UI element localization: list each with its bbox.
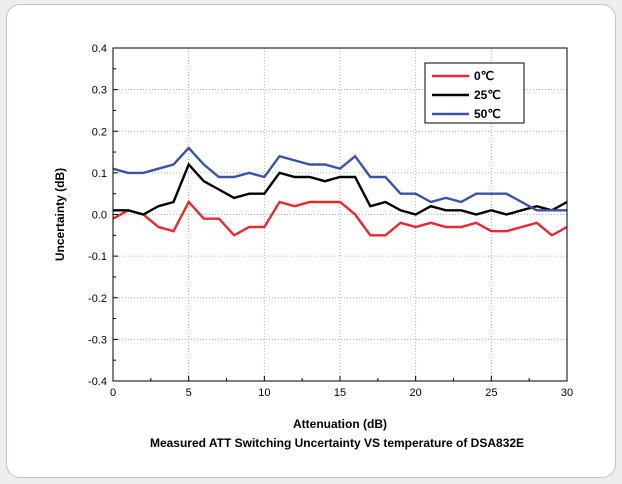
y-tick-label: -0.2 bbox=[88, 293, 107, 305]
series-line bbox=[112, 199, 568, 237]
x-tick-label: 5 bbox=[186, 387, 192, 399]
y-tick-label: 0.0 bbox=[92, 210, 107, 222]
x-tick-label: 0 bbox=[110, 387, 116, 399]
legend-label: 0℃ bbox=[474, 69, 494, 83]
y-axis-label: Uncertainty (dB) bbox=[53, 168, 67, 261]
legend-label: 25℃ bbox=[474, 88, 501, 102]
legend: 0℃ 25℃ 50℃ bbox=[424, 62, 525, 124]
y-tick-label: 0.1 bbox=[92, 168, 107, 180]
axis-ticks: 0 5 10 15 20 25 30 0.4 0.3 0.2 0.1 0.0 -0.1 -0.2 -0.3 -… bbox=[88, 43, 573, 399]
x-tick-label: 10 bbox=[258, 387, 270, 399]
x-tick-label: 30 bbox=[561, 387, 573, 399]
series-line bbox=[113, 162, 568, 216]
series-lines bbox=[112, 146, 568, 237]
series-line bbox=[112, 146, 567, 212]
x-tick-label: 15 bbox=[334, 387, 346, 399]
chart-caption: Measured ATT Switching Uncertainty VS te… bbox=[150, 436, 524, 450]
grid-lines bbox=[113, 48, 567, 381]
x-tick-label: 20 bbox=[410, 387, 422, 399]
legend-label: 50℃ bbox=[474, 107, 501, 121]
y-tick-label: -0.4 bbox=[88, 376, 107, 388]
y-tick-label: 0.2 bbox=[92, 126, 107, 138]
y-tick-label: 0.3 bbox=[92, 85, 107, 97]
y-tick-label: -0.1 bbox=[88, 251, 107, 263]
x-tick-label: 25 bbox=[485, 387, 497, 399]
x-axis-label: Attenuation (dB) bbox=[293, 417, 387, 431]
y-tick-label: 0.4 bbox=[92, 43, 107, 55]
y-tick-label: -0.3 bbox=[88, 334, 107, 346]
